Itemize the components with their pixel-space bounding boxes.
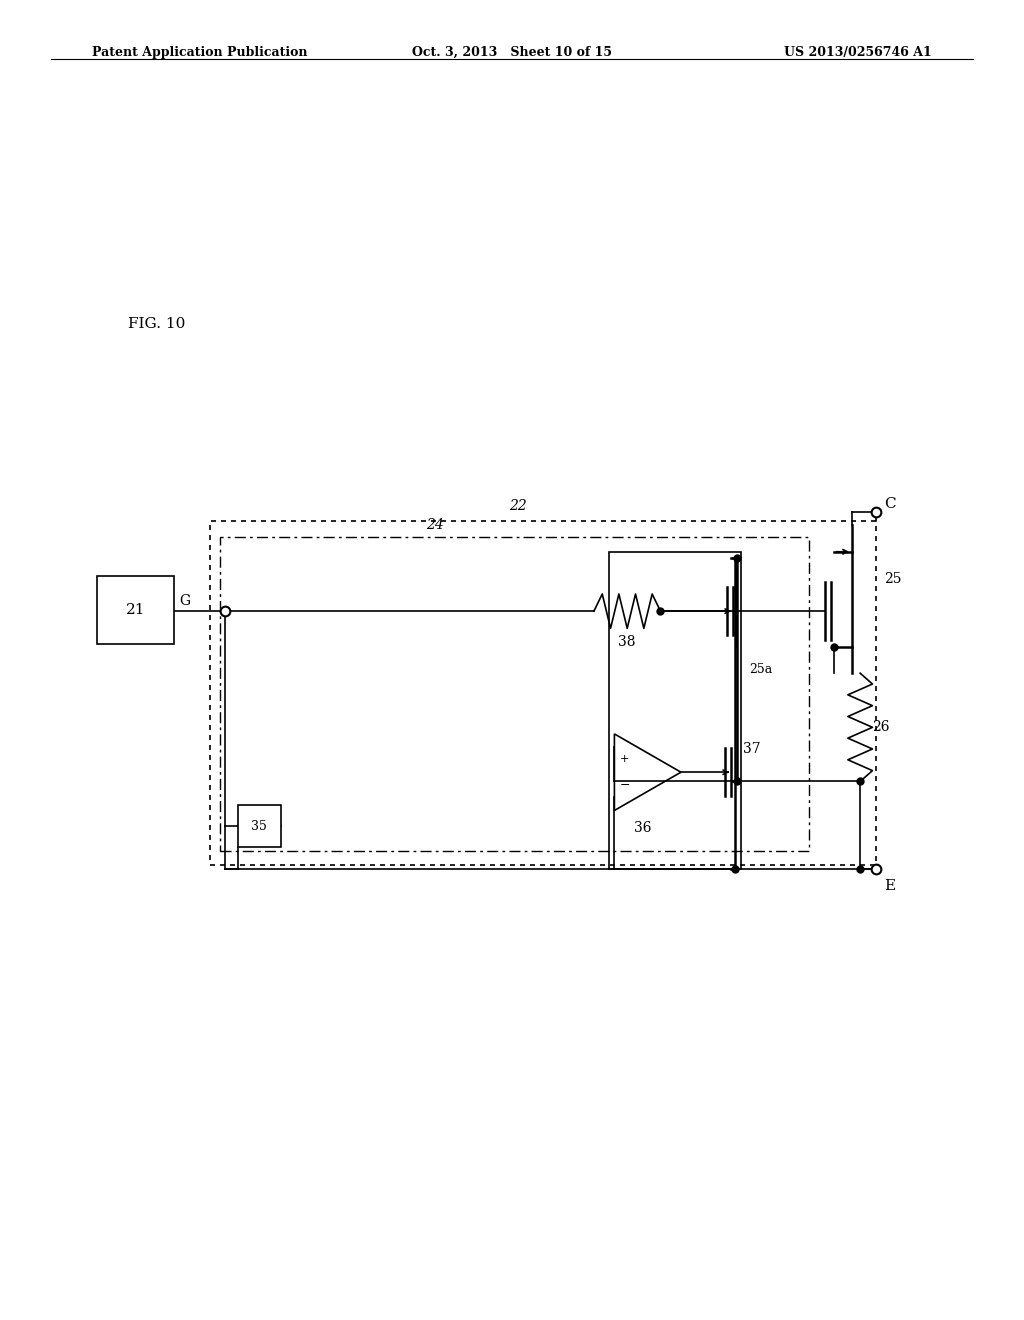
- Bar: [609, 552, 741, 869]
- Text: Oct. 3, 2013   Sheet 10 of 15: Oct. 3, 2013 Sheet 10 of 15: [412, 46, 612, 59]
- Text: 37: 37: [743, 742, 761, 756]
- Text: 24: 24: [426, 517, 444, 532]
- Text: 36: 36: [634, 821, 651, 836]
- Bar: [238, 805, 281, 847]
- Bar: [210, 521, 876, 865]
- Text: 35: 35: [251, 820, 267, 833]
- Text: Patent Application Publication: Patent Application Publication: [92, 46, 307, 59]
- Text: 26: 26: [872, 721, 890, 734]
- Bar: [220, 537, 809, 851]
- Text: 22: 22: [510, 499, 527, 513]
- Text: FIG. 10: FIG. 10: [128, 317, 185, 331]
- Bar: [97, 576, 174, 644]
- Text: −: −: [620, 779, 630, 792]
- Text: G: G: [179, 594, 190, 607]
- Text: +: +: [620, 754, 630, 764]
- Text: E: E: [884, 879, 895, 894]
- Text: 38: 38: [618, 635, 636, 649]
- Text: 25: 25: [884, 573, 901, 586]
- Text: 25a: 25a: [750, 664, 773, 676]
- Text: US 2013/0256746 A1: US 2013/0256746 A1: [784, 46, 932, 59]
- Text: C: C: [884, 498, 895, 511]
- Text: 21: 21: [126, 603, 145, 616]
